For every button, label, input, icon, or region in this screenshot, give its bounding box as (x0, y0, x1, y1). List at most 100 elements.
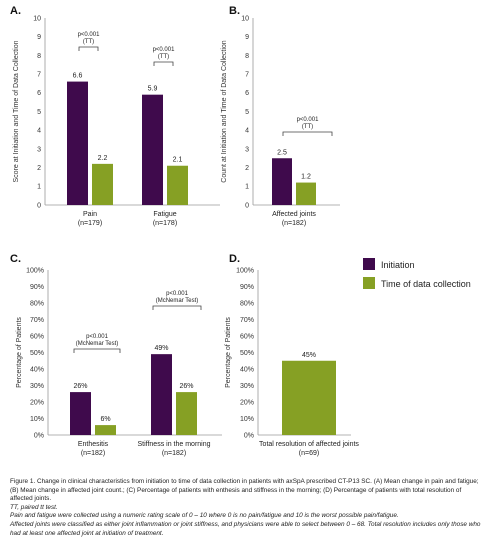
panel-b-y-tick: 4 (245, 128, 249, 135)
panel-c-y-tick: 80% (30, 300, 44, 307)
panel-d-category-label: Total resolution of affected joints (259, 441, 359, 448)
panel-b-y-tick: 2 (245, 165, 249, 172)
panel-b-y-tick: 8 (245, 53, 249, 60)
panel-b-p-value: p<0.001 (297, 117, 320, 123)
panel-a-significance-bracket (153, 61, 174, 66)
panel-d-y-tick: 20% (240, 399, 254, 406)
panel-d-y-tick: 70% (240, 317, 254, 324)
panel-b-y-tick: 9 (245, 34, 249, 41)
panel-c-data-label: 26% (73, 383, 87, 390)
panel-b-y-tick: 1 (245, 184, 249, 191)
panel-c-y-tick: 0% (34, 432, 44, 439)
panel-c-data-label: 6% (100, 416, 110, 423)
panel-c-bar (70, 392, 91, 435)
panel-b-data-label: 2.5 (277, 149, 287, 156)
legend-swatch-initiation (363, 258, 375, 270)
panel-d-letter: D. (229, 253, 240, 265)
panel-c-category-label: Enthesitis (78, 441, 109, 448)
legend-label-initiation: Initiation (381, 260, 415, 270)
panel-c-p-value: (McNemar Test) (156, 298, 199, 304)
panel-b-y-tick: 0 (245, 202, 249, 209)
panel-b-category-label: Affected joints (272, 211, 316, 218)
panel-b-bar (296, 182, 316, 205)
panel-a-y-tick: 9 (37, 34, 41, 41)
panel-c-y-tick: 20% (30, 399, 44, 406)
panel-a-data-label: 5.9 (148, 86, 158, 93)
panel-a-category-label: Pain (83, 211, 97, 218)
panel-b-significance-bracket (282, 131, 333, 136)
panel-a-p-value: p<0.001 (153, 47, 176, 53)
panel-d-y-tick: 90% (240, 284, 254, 291)
legend-swatch-collection (363, 277, 375, 289)
panel-c-data-label: 49% (154, 345, 168, 352)
panel-d-y-tick: 40% (240, 366, 254, 373)
panel-b-y-tick: 3 (245, 146, 249, 153)
panel-b-y-tick: 10 (241, 15, 249, 22)
panel-d-y-tick: 100% (236, 267, 254, 274)
panel-a-bar (92, 163, 113, 205)
figure-canvas: A. 0 1 2 3 4 5 6 7 8 9 10 Score at Initiation and Ti… (10, 5, 471, 457)
panel-d-y-tick: 60% (240, 333, 254, 340)
caption-main: Figure 1. Change in clinical characteris… (10, 478, 479, 503)
panel-c-significance-bracket (152, 305, 202, 310)
panel-c-y-label: Percentage of Patients (16, 317, 23, 388)
panel-c-y-tick: 10% (30, 416, 44, 423)
panel-a-p-value: (TT) (83, 39, 94, 45)
panel-d-data-label: 45% (302, 352, 316, 359)
panel-c-y-tick: 90% (30, 284, 44, 291)
legend-label-collection: Time of data collection (381, 279, 471, 289)
panel-c-bar (176, 392, 197, 435)
panel-a-category-label: (n=179) (78, 220, 102, 227)
panel-d-category-label: (n=69) (299, 450, 319, 457)
figure-caption: Figure 1. Change in clinical characteris… (10, 478, 482, 538)
panel-b-bar (272, 158, 292, 205)
panel-a-category-label: Fatigue (153, 211, 176, 218)
caption-note-pain: Pain and fatigue were collected using a … (10, 512, 399, 520)
panel-a-data-label: 6.6 (73, 73, 83, 80)
panel-c-significance-bracket (73, 348, 121, 353)
panel-c-category-label: (n=182) (162, 450, 186, 457)
panel-b-y-tick: 6 (245, 90, 249, 97)
panel-a-category-label: (n=178) (153, 220, 177, 227)
panel-a-y-tick: 1 (37, 184, 41, 191)
panel-d-bar (282, 360, 336, 435)
panel-a-data-label: 2.1 (173, 157, 183, 164)
panel-c-category-label: (n=182) (81, 450, 105, 457)
panel-a-y-tick: 8 (37, 53, 41, 60)
panel-d-y-tick: 30% (240, 383, 254, 390)
panel-c-y-tick: 40% (30, 366, 44, 373)
panel-d-y-tick: 50% (240, 350, 254, 357)
caption-abbr: TT, paired tt test. (10, 503, 58, 511)
panel-c-letter: C. (10, 253, 21, 265)
panel-a-y-tick: 2 (37, 165, 41, 172)
panel-a-bar (67, 81, 88, 205)
panel-d-y-tick: 80% (240, 300, 254, 307)
panel-b-y-tick: 5 (245, 109, 249, 116)
panel-c-data-label: 26% (179, 383, 193, 390)
panel-d-y-tick: 0% (244, 432, 254, 439)
panel-a-p-value: p<0.001 (78, 32, 101, 38)
panel-a-letter: A. (10, 5, 21, 17)
panel-a-y-label: Score at Initiation and Time of Data Col… (13, 40, 20, 182)
panel-b-y-tick: 7 (245, 72, 249, 79)
panel-a-bar (167, 165, 188, 205)
panel-a-p-value: (TT) (158, 54, 169, 60)
panel-c-y-tick: 30% (30, 383, 44, 390)
panel-a-y-tick: 7 (37, 72, 41, 79)
panel-c-y-tick: 100% (26, 267, 44, 274)
panel-c-y-tick: 60% (30, 333, 44, 340)
caption-note-joints: Affected joints were classified as eithe… (10, 520, 481, 537)
panel-a-y-tick: 3 (37, 146, 41, 153)
panel-a-bar (142, 94, 163, 205)
panel-c-bar (95, 425, 116, 435)
panel-b-category-label: (n=182) (282, 220, 306, 227)
panel-a-y-tick: 4 (37, 128, 41, 135)
panel-a-y-tick: 10 (33, 15, 41, 22)
panel-d-y-label: Percentage of Patients (225, 317, 232, 388)
panel-c-category-label: Stiffness in the morning (137, 441, 210, 448)
panel-b-p-value: (TT) (302, 124, 313, 130)
panel-c-p-value: p<0.001 (166, 291, 189, 297)
panel-a-significance-bracket (78, 46, 99, 51)
panel-c-p-value: p<0.001 (86, 334, 109, 340)
panel-b-letter: B. (229, 5, 240, 17)
